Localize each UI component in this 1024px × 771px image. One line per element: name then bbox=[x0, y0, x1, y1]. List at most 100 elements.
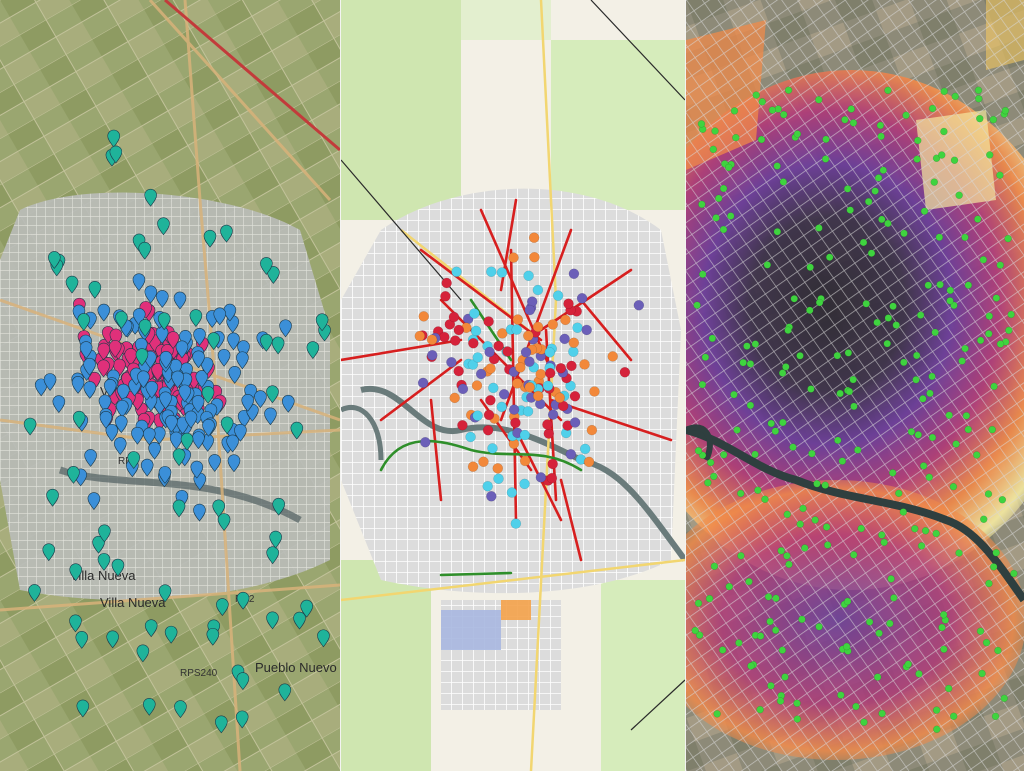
map-pin-icon[interactable] bbox=[157, 217, 170, 236]
green-point[interactable] bbox=[911, 525, 919, 533]
map-pin-icon[interactable] bbox=[140, 458, 154, 477]
map-pin-icon[interactable] bbox=[108, 340, 122, 358]
category-dot[interactable] bbox=[469, 308, 480, 319]
green-point[interactable] bbox=[735, 639, 743, 647]
green-point[interactable] bbox=[761, 495, 769, 504]
green-point[interactable] bbox=[778, 646, 787, 654]
green-point[interactable] bbox=[852, 702, 860, 711]
green-point[interactable] bbox=[712, 214, 720, 222]
map-pin-icon[interactable] bbox=[148, 441, 161, 460]
map-pin-icon[interactable] bbox=[191, 395, 205, 413]
green-point[interactable] bbox=[790, 294, 798, 303]
green-point[interactable] bbox=[758, 98, 767, 106]
green-point[interactable] bbox=[928, 433, 937, 442]
satellite-pins-panel[interactable]: Villa Nueva Villa Nueva Pueblo Nuevo RP2… bbox=[0, 0, 340, 771]
category-dot[interactable] bbox=[560, 314, 571, 326]
map-pin-icon[interactable] bbox=[158, 466, 172, 484]
map-pin-icon[interactable] bbox=[83, 357, 96, 376]
green-point[interactable] bbox=[961, 344, 969, 353]
map-pin-icon[interactable] bbox=[176, 416, 190, 435]
green-point[interactable] bbox=[990, 382, 998, 391]
green-point[interactable] bbox=[926, 389, 934, 398]
green-point[interactable] bbox=[710, 562, 719, 571]
map-pin-icon[interactable] bbox=[237, 409, 251, 428]
green-point[interactable] bbox=[933, 725, 941, 734]
green-point[interactable] bbox=[884, 219, 892, 228]
map-pin-icon[interactable] bbox=[236, 672, 250, 691]
green-point[interactable] bbox=[698, 270, 707, 279]
map-pin-icon[interactable] bbox=[267, 266, 280, 284]
green-point[interactable] bbox=[796, 352, 804, 360]
green-point[interactable] bbox=[884, 314, 893, 322]
green-point[interactable] bbox=[873, 318, 881, 327]
category-dot[interactable] bbox=[547, 458, 558, 470]
green-point[interactable] bbox=[694, 599, 703, 608]
map-pin-icon[interactable] bbox=[266, 385, 279, 404]
green-point[interactable] bbox=[708, 334, 717, 343]
green-point[interactable] bbox=[793, 130, 802, 138]
green-point[interactable] bbox=[736, 489, 745, 498]
map-pin-icon[interactable] bbox=[184, 410, 198, 429]
green-point[interactable] bbox=[994, 646, 1002, 655]
green-point[interactable] bbox=[989, 115, 998, 124]
green-point[interactable] bbox=[771, 427, 780, 435]
category-dot[interactable] bbox=[508, 252, 519, 263]
category-dot[interactable] bbox=[583, 456, 595, 468]
map-pin-icon[interactable] bbox=[76, 699, 90, 718]
green-point[interactable] bbox=[776, 697, 785, 705]
green-point[interactable] bbox=[773, 227, 782, 236]
green-point[interactable] bbox=[815, 96, 823, 104]
green-point[interactable] bbox=[1007, 310, 1015, 319]
green-point[interactable] bbox=[912, 375, 920, 384]
green-point[interactable] bbox=[877, 132, 885, 141]
category-dot[interactable] bbox=[512, 314, 524, 325]
category-dot[interactable] bbox=[502, 346, 513, 357]
green-point[interactable] bbox=[746, 401, 755, 410]
green-point[interactable] bbox=[935, 233, 944, 241]
category-dot[interactable] bbox=[426, 334, 438, 345]
map-pin-icon[interactable] bbox=[105, 423, 119, 442]
green-point[interactable] bbox=[919, 462, 928, 470]
green-point[interactable] bbox=[713, 710, 721, 718]
map-pin-icon[interactable] bbox=[107, 129, 121, 148]
green-point[interactable] bbox=[938, 623, 946, 632]
category-dot[interactable] bbox=[440, 291, 451, 302]
map-pin-icon[interactable] bbox=[202, 418, 215, 437]
green-point[interactable] bbox=[907, 428, 916, 436]
green-point[interactable] bbox=[914, 431, 923, 439]
green-point[interactable] bbox=[964, 281, 973, 289]
green-point[interactable] bbox=[876, 121, 885, 130]
category-dot[interactable] bbox=[483, 409, 495, 421]
category-dot[interactable] bbox=[519, 429, 531, 441]
map-pin-icon[interactable] bbox=[192, 431, 205, 450]
category-dot[interactable] bbox=[485, 395, 496, 406]
green-point[interactable] bbox=[889, 302, 897, 310]
green-point[interactable] bbox=[845, 387, 854, 396]
green-point[interactable] bbox=[915, 670, 923, 678]
green-point[interactable] bbox=[751, 450, 759, 459]
green-point[interactable] bbox=[773, 162, 781, 170]
category-dot[interactable] bbox=[524, 382, 535, 393]
map-pin-icon[interactable] bbox=[207, 332, 221, 351]
green-point[interactable] bbox=[730, 107, 739, 115]
green-point[interactable] bbox=[951, 92, 959, 101]
map-pin-icon[interactable] bbox=[143, 427, 156, 446]
category-dot[interactable] bbox=[532, 390, 544, 402]
green-point[interactable] bbox=[932, 154, 941, 162]
category-dot[interactable] bbox=[535, 472, 547, 483]
green-point[interactable] bbox=[984, 490, 993, 498]
green-point[interactable] bbox=[920, 207, 929, 215]
green-point[interactable] bbox=[854, 446, 862, 454]
green-point[interactable] bbox=[757, 135, 766, 144]
green-point[interactable] bbox=[899, 508, 908, 516]
category-dot[interactable] bbox=[467, 359, 479, 370]
category-dot[interactable] bbox=[478, 456, 489, 467]
green-point[interactable] bbox=[902, 111, 910, 120]
category-dot[interactable] bbox=[586, 424, 598, 436]
green-point[interactable] bbox=[698, 451, 707, 459]
green-point[interactable] bbox=[783, 552, 791, 560]
category-dot[interactable] bbox=[519, 478, 530, 490]
category-dot[interactable] bbox=[546, 472, 558, 484]
category-dot[interactable] bbox=[515, 362, 526, 373]
green-point[interactable] bbox=[714, 194, 723, 203]
